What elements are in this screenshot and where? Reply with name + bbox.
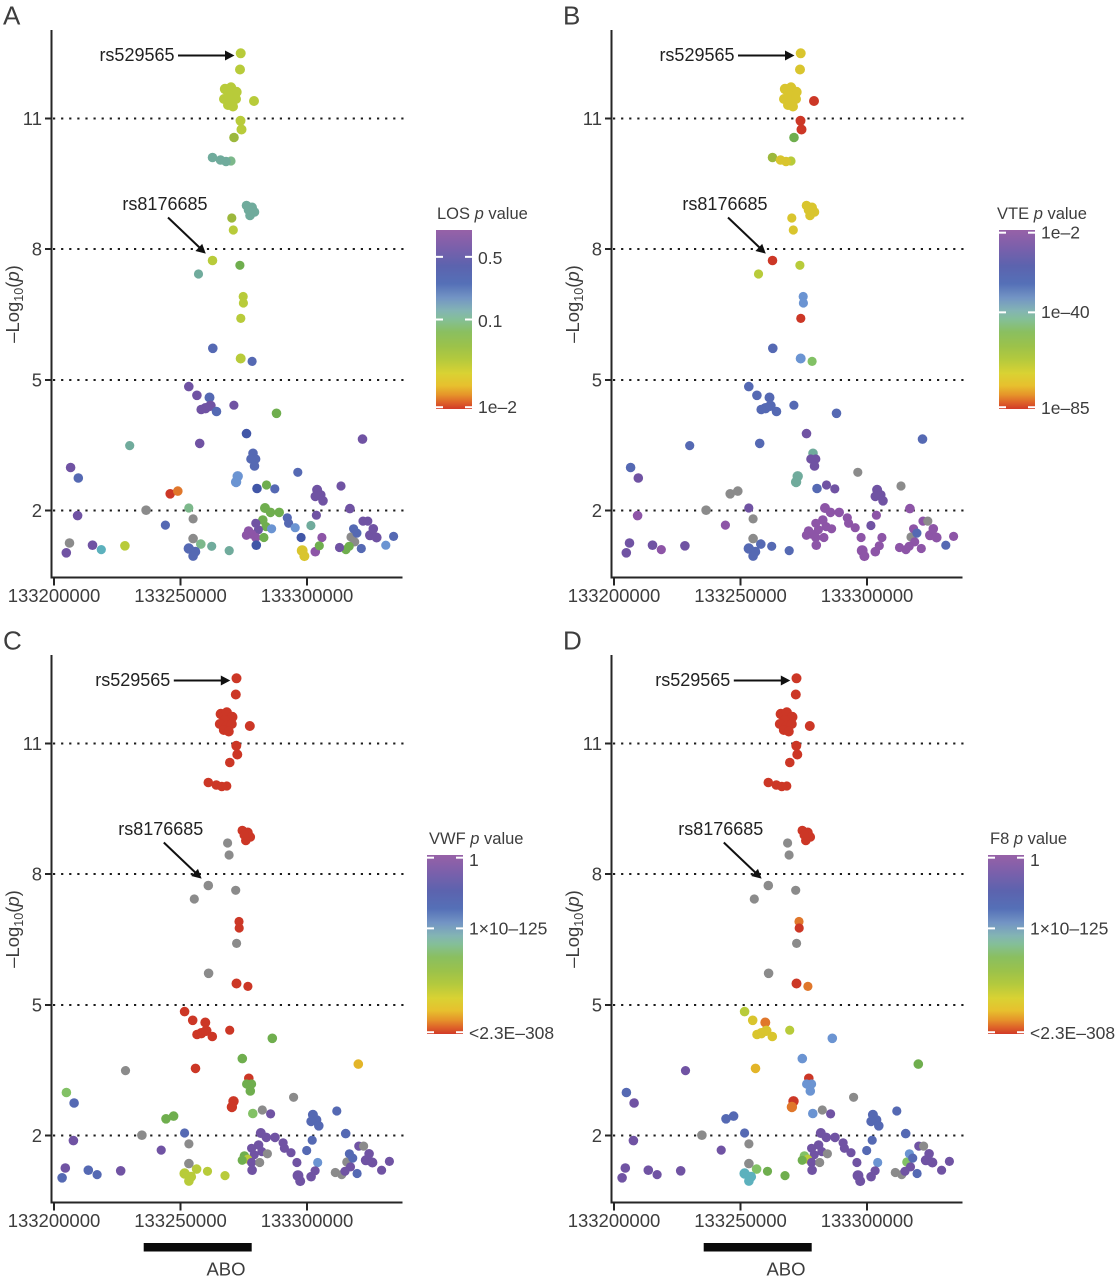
svg-text:C: C (3, 626, 22, 656)
svg-text:rs8176685: rs8176685 (678, 819, 763, 839)
svg-text:rs8176685: rs8176685 (118, 819, 203, 839)
svg-text:2: 2 (32, 1125, 42, 1146)
svg-text:133250000: 133250000 (134, 1210, 227, 1231)
svg-text:rs529565: rs529565 (99, 45, 174, 65)
svg-text:0.1: 0.1 (478, 311, 502, 331)
svg-text:–Log10(p): –Log10(p) (2, 265, 26, 343)
svg-text:–Log10(p): –Log10(p) (2, 890, 26, 968)
svg-text:133200000: 133200000 (8, 585, 101, 606)
svg-text:1e–40: 1e–40 (1041, 302, 1090, 322)
svg-text:rs529565: rs529565 (659, 45, 734, 65)
svg-text:8: 8 (592, 863, 602, 884)
svg-text:5: 5 (32, 994, 42, 1015)
svg-text:11: 11 (583, 108, 602, 129)
svg-text:VWF p value: VWF p value (429, 830, 523, 848)
svg-text:5: 5 (592, 994, 602, 1015)
svg-text:5: 5 (592, 369, 602, 390)
svg-text:5: 5 (32, 369, 42, 390)
svg-text:1: 1 (1030, 850, 1040, 870)
svg-text:1e–85: 1e–85 (1041, 398, 1090, 418)
svg-text:11: 11 (583, 733, 602, 754)
svg-text:D: D (563, 626, 582, 656)
svg-text:A: A (3, 1, 21, 31)
svg-text:133250000: 133250000 (134, 585, 227, 606)
svg-text:133300000: 133300000 (821, 1210, 914, 1231)
svg-text:8: 8 (32, 863, 42, 884)
svg-text:rs529565: rs529565 (95, 670, 170, 690)
svg-text:133300000: 133300000 (261, 585, 354, 606)
svg-text:11: 11 (23, 108, 42, 129)
svg-text:rs8176685: rs8176685 (122, 194, 207, 214)
svg-text:LOS p value: LOS p value (437, 205, 528, 223)
svg-text:8: 8 (592, 238, 602, 259)
svg-text:133300000: 133300000 (261, 1210, 354, 1231)
svg-text:–Log10(p): –Log10(p) (562, 890, 586, 968)
svg-text:ABO: ABO (766, 1259, 805, 1280)
svg-text:133250000: 133250000 (694, 585, 787, 606)
svg-text:2: 2 (32, 500, 42, 521)
svg-text:1e–2: 1e–2 (478, 397, 517, 417)
svg-text:F8 p value: F8 p value (990, 830, 1067, 848)
svg-text:–Log10(p): –Log10(p) (562, 265, 586, 343)
svg-text:133200000: 133200000 (568, 1210, 661, 1231)
svg-text:8: 8 (32, 238, 42, 259)
svg-text:rs529565: rs529565 (655, 670, 730, 690)
svg-text:B: B (563, 1, 580, 31)
svg-text:ABO: ABO (206, 1259, 245, 1280)
svg-text:133200000: 133200000 (8, 1210, 101, 1231)
svg-text:1: 1 (469, 850, 479, 870)
svg-text:VTE p value: VTE p value (997, 205, 1087, 223)
svg-text:0.5: 0.5 (478, 248, 502, 268)
svg-text:<2.3E–308: <2.3E–308 (469, 1023, 554, 1043)
svg-text:2: 2 (592, 500, 602, 521)
svg-text:rs8176685: rs8176685 (682, 194, 767, 214)
svg-text:1×10–125: 1×10–125 (469, 919, 547, 939)
svg-text:133300000: 133300000 (821, 585, 914, 606)
svg-text:<2.3E–308: <2.3E–308 (1030, 1023, 1115, 1043)
svg-text:133250000: 133250000 (694, 1210, 787, 1231)
svg-text:11: 11 (23, 733, 42, 754)
svg-text:1e–2: 1e–2 (1041, 223, 1080, 243)
svg-text:133200000: 133200000 (568, 585, 661, 606)
svg-text:2: 2 (592, 1125, 602, 1146)
svg-text:1×10–125: 1×10–125 (1030, 919, 1108, 939)
